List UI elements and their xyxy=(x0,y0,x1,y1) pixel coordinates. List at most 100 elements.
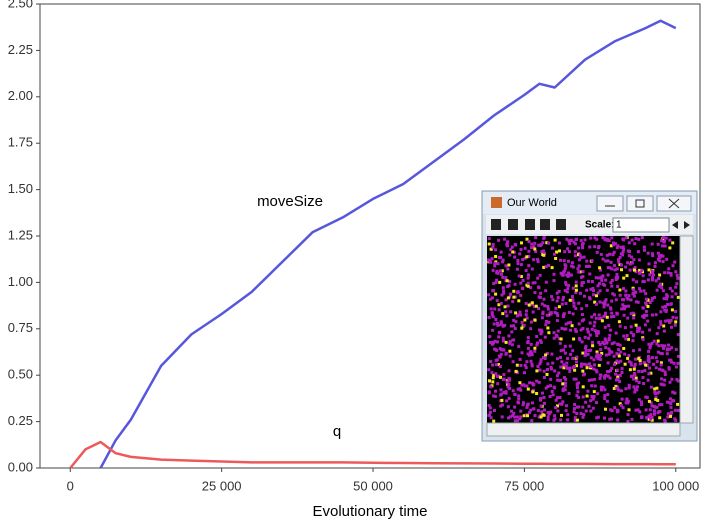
series-label: moveSize xyxy=(257,193,323,210)
world-cell xyxy=(572,240,576,244)
world-cell xyxy=(645,363,649,367)
world-cell xyxy=(594,368,598,372)
world-cell xyxy=(507,416,510,420)
world-cell xyxy=(571,286,575,290)
world-cell xyxy=(615,410,619,414)
scale-arrows[interactable] xyxy=(672,221,690,229)
world-cell xyxy=(582,255,586,259)
world-cell xyxy=(545,352,549,355)
world-cell xyxy=(556,296,560,300)
world-cell xyxy=(590,384,594,388)
maximize-button[interactable] xyxy=(626,195,654,212)
world-cell xyxy=(640,268,644,272)
world-cell xyxy=(647,414,651,418)
world-cell xyxy=(663,271,667,275)
world-cell xyxy=(593,245,597,249)
scale-input[interactable] xyxy=(612,217,670,233)
world-cell xyxy=(670,346,674,350)
world-cell xyxy=(641,337,645,341)
world-cell xyxy=(569,352,573,356)
world-cell xyxy=(604,278,608,282)
world-cell xyxy=(495,358,499,362)
world-cell xyxy=(544,289,548,293)
y-tick-label: 2.00 xyxy=(8,88,33,103)
world-cell xyxy=(663,244,667,248)
tool-button[interactable] xyxy=(540,219,550,230)
world-cell xyxy=(529,359,533,363)
world-cell xyxy=(589,409,593,413)
horizontal-scrollbar[interactable] xyxy=(486,422,681,437)
world-cell xyxy=(506,405,510,409)
world-cell xyxy=(517,397,521,401)
world-cell xyxy=(629,331,633,335)
world-cell xyxy=(666,415,670,419)
world-cell xyxy=(658,403,662,407)
world-cell xyxy=(491,268,495,272)
world-cell xyxy=(502,339,505,343)
world-cell xyxy=(642,245,646,249)
world-cell xyxy=(569,273,573,277)
world-cell xyxy=(634,408,638,412)
world-cell xyxy=(593,384,597,388)
world-cell xyxy=(583,294,586,298)
world-cell xyxy=(567,392,571,395)
world-cell xyxy=(516,419,519,423)
world-cell xyxy=(655,288,659,292)
world-cell xyxy=(501,286,505,290)
tool-button[interactable] xyxy=(491,219,501,230)
world-cell xyxy=(536,260,540,263)
world-cell xyxy=(665,297,669,301)
world-cells xyxy=(487,236,680,423)
world-cell xyxy=(527,254,531,258)
world-cell xyxy=(562,348,565,352)
world-cell xyxy=(674,320,678,324)
tool-button[interactable] xyxy=(525,219,535,230)
world-cell xyxy=(609,315,613,319)
world-cell xyxy=(586,352,590,356)
world-cell xyxy=(520,320,524,324)
world-cell xyxy=(603,302,606,306)
tool-button[interactable] xyxy=(508,219,518,230)
world-cell xyxy=(531,281,535,285)
minimize-button[interactable] xyxy=(596,195,624,212)
world-cell xyxy=(516,290,520,294)
world-cell xyxy=(508,349,512,353)
world-cell xyxy=(492,322,496,326)
world-cell xyxy=(619,403,623,407)
vertical-scrollbar[interactable] xyxy=(679,235,694,424)
world-cell xyxy=(574,284,578,288)
world-cell xyxy=(565,366,569,370)
world-cell xyxy=(648,344,652,348)
world-cell xyxy=(604,298,608,302)
world-cell xyxy=(540,250,544,254)
world-cell xyxy=(532,258,536,262)
world-cell xyxy=(567,239,571,243)
tool-button[interactable] xyxy=(556,219,566,230)
world-cell xyxy=(674,316,678,320)
world-cell xyxy=(511,250,515,254)
world-cell xyxy=(658,416,662,420)
world-cell xyxy=(660,352,664,356)
world-cell xyxy=(530,362,534,366)
world-cell xyxy=(596,392,600,396)
world-cell xyxy=(511,360,515,364)
world-cell xyxy=(553,252,556,256)
world-cell xyxy=(508,280,512,284)
world-cell xyxy=(519,363,523,367)
world-cell xyxy=(607,347,611,351)
world-cell xyxy=(495,374,499,378)
world-cell xyxy=(505,243,509,247)
y-tick-label: 0.50 xyxy=(8,367,33,382)
world-cell xyxy=(578,253,582,257)
world-cell xyxy=(647,268,651,272)
world-cell xyxy=(635,388,639,392)
world-cell xyxy=(527,240,531,244)
world-cell xyxy=(516,387,520,391)
world-cell xyxy=(497,354,501,358)
world-cell xyxy=(533,241,537,245)
world-cell xyxy=(622,313,626,317)
world-cell xyxy=(512,411,516,415)
world-cell xyxy=(641,314,645,318)
world-cell xyxy=(496,262,500,266)
world-cell xyxy=(659,323,663,326)
